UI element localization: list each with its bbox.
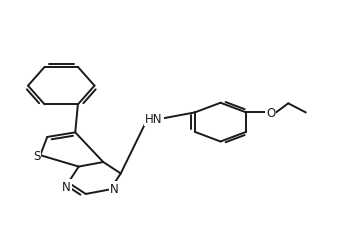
Text: O: O xyxy=(266,106,275,119)
Text: S: S xyxy=(33,149,41,162)
Text: N: N xyxy=(110,182,119,195)
Text: N: N xyxy=(62,180,71,193)
Text: HN: HN xyxy=(145,113,163,126)
